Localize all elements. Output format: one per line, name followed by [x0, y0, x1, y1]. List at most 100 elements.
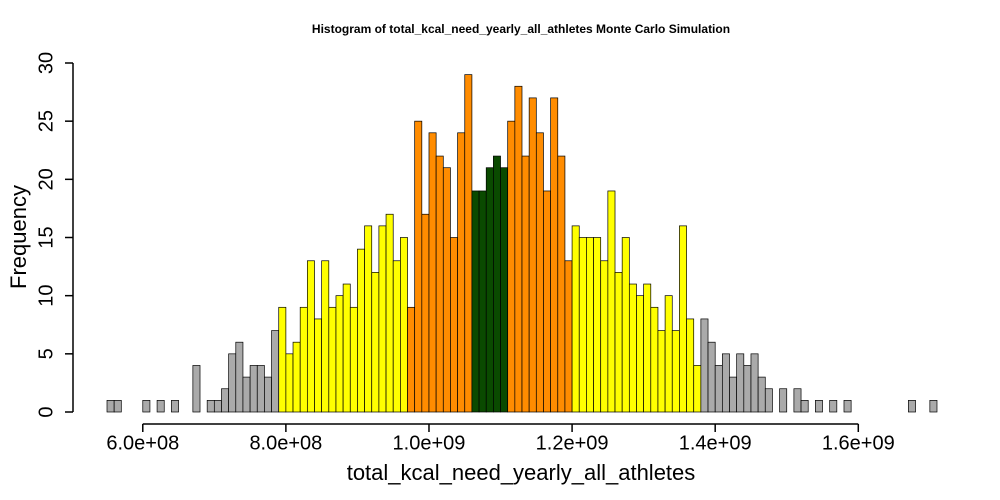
bar	[113, 400, 122, 413]
bar	[843, 400, 852, 413]
bar	[929, 400, 938, 413]
bar	[493, 155, 501, 413]
bar	[736, 353, 745, 413]
bar	[256, 365, 265, 413]
bar	[614, 272, 623, 413]
y-tick-label: 5	[35, 348, 57, 359]
x-axis-label: total_kcal_need_yearly_all_athletes	[347, 460, 696, 485]
bar	[743, 365, 752, 413]
bar	[664, 295, 673, 413]
bar	[278, 306, 287, 413]
bar	[593, 237, 602, 413]
bar	[779, 388, 788, 413]
bar	[171, 400, 179, 413]
bar	[242, 376, 251, 413]
bar	[700, 318, 709, 413]
bar	[693, 365, 702, 413]
bar	[564, 260, 573, 413]
bar	[357, 248, 365, 413]
bar	[364, 225, 373, 413]
bar	[800, 400, 809, 413]
bar	[650, 306, 659, 413]
bar	[400, 237, 408, 413]
bar	[485, 167, 494, 413]
bar	[764, 388, 773, 413]
bar	[535, 132, 544, 413]
bar	[321, 260, 330, 413]
bar	[407, 306, 416, 413]
bar	[421, 213, 430, 413]
bar	[285, 353, 294, 413]
bar	[414, 120, 423, 413]
bar	[392, 260, 401, 413]
bar	[550, 97, 559, 413]
bar	[471, 190, 480, 413]
bar	[106, 400, 115, 413]
x-tick-label: 1.0e+09	[393, 432, 466, 454]
bar	[206, 400, 215, 413]
bar	[628, 283, 637, 413]
bar	[213, 400, 222, 413]
bar	[450, 237, 458, 413]
bar	[636, 295, 644, 413]
bar	[578, 237, 587, 413]
y-tick-label: 30	[35, 52, 57, 74]
x-tick-label: 1.2e+09	[536, 432, 609, 454]
bar	[156, 400, 165, 413]
bar	[714, 365, 723, 413]
bar	[371, 272, 380, 413]
chart-title: Histogram of total_kcal_need_yearly_all_…	[312, 22, 730, 36]
bar	[607, 190, 616, 413]
bar	[192, 365, 201, 413]
x-tick-label: 1.4e+09	[679, 432, 752, 454]
y-axis-label: Frequency	[6, 185, 31, 289]
bar	[457, 132, 466, 413]
bar	[528, 97, 537, 413]
bar	[707, 341, 716, 413]
bar	[235, 341, 244, 413]
bar	[829, 400, 838, 413]
bar	[264, 376, 272, 413]
bar	[815, 400, 823, 413]
bar	[671, 330, 680, 413]
bar	[478, 190, 487, 413]
y-tick-label: 15	[35, 226, 57, 248]
bar	[299, 306, 308, 413]
bar	[385, 213, 394, 413]
bar	[557, 155, 566, 413]
bar	[543, 190, 551, 413]
bar	[292, 341, 301, 413]
bar	[464, 74, 473, 413]
bar	[442, 167, 451, 413]
bar	[657, 330, 666, 413]
x-tick-label: 6.0e+08	[106, 432, 179, 454]
bar	[686, 318, 695, 413]
y-tick-label: 20	[35, 168, 57, 190]
bar	[221, 388, 229, 413]
bar	[271, 330, 280, 413]
bar	[249, 365, 258, 413]
bar	[314, 318, 323, 413]
x-tick-label: 8.0e+08	[249, 432, 322, 454]
bar	[349, 306, 358, 413]
bar	[643, 283, 652, 413]
y-tick-label: 10	[35, 285, 57, 307]
bar	[621, 237, 630, 413]
bar	[757, 376, 766, 413]
bar	[571, 225, 580, 413]
bar	[514, 85, 523, 413]
bar	[306, 260, 315, 413]
bar	[428, 132, 437, 413]
bar	[729, 376, 738, 413]
bar	[521, 155, 530, 413]
bar	[328, 306, 337, 413]
y-tick-label: 0	[35, 406, 57, 417]
bar	[335, 295, 344, 413]
bar	[750, 353, 759, 413]
bar	[228, 353, 237, 413]
bar	[378, 225, 387, 413]
x-tick-label: 1.6e+09	[822, 432, 895, 454]
bar	[679, 225, 687, 413]
bar	[435, 155, 444, 413]
bar	[721, 353, 730, 413]
